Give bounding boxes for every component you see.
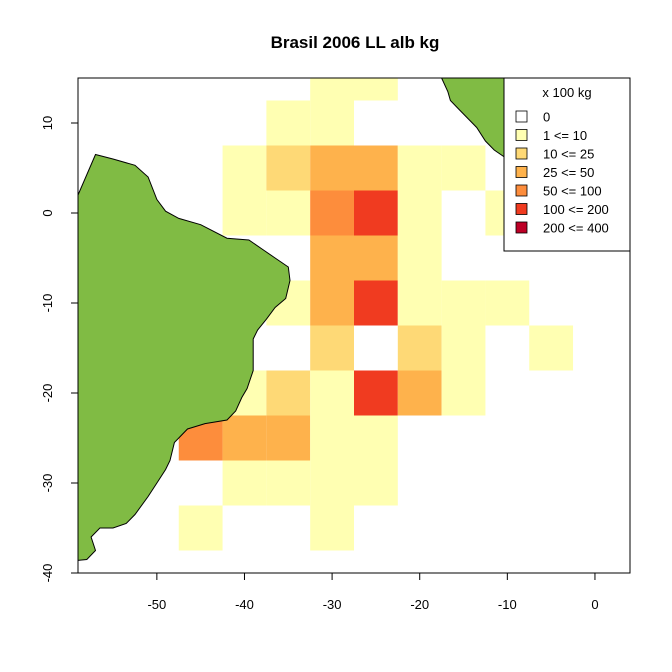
heatmap-cell xyxy=(397,190,442,236)
legend-label: 50 <= 100 xyxy=(543,184,602,199)
x-tick-label: -30 xyxy=(323,597,342,612)
x-tick-label: -10 xyxy=(498,597,517,612)
heatmap-cell xyxy=(310,370,354,416)
heatmap-cell xyxy=(397,280,442,326)
heatmap-cell xyxy=(441,370,486,416)
heatmap-cell xyxy=(354,415,398,461)
heatmap-cell xyxy=(397,235,442,281)
legend-swatch xyxy=(515,184,528,197)
heatmap-cell xyxy=(310,325,354,371)
heatmap-cell xyxy=(178,505,223,551)
heatmap-cell xyxy=(310,415,354,461)
heatmap-cell xyxy=(441,145,486,191)
x-tick-label: -50 xyxy=(147,597,166,612)
heatmap-cell xyxy=(310,460,354,506)
legend-swatch xyxy=(515,203,528,215)
heatmap-cell xyxy=(310,190,354,236)
heatmap-cell xyxy=(222,415,267,461)
legend-swatch xyxy=(515,166,528,178)
heatmap-cell xyxy=(266,100,311,146)
legend-label: 10 <= 25 xyxy=(543,147,594,162)
heatmap-cell xyxy=(397,325,442,371)
heatmap-cell xyxy=(222,190,267,236)
heatmap-cell xyxy=(310,235,354,281)
y-tick-label: -30 xyxy=(40,474,55,493)
legend-label: 200 <= 400 xyxy=(543,221,609,236)
x-tick-label: -20 xyxy=(410,597,429,612)
heatmap-cell xyxy=(354,190,398,236)
heatmap-cell xyxy=(222,145,267,191)
heatmap-cell xyxy=(266,415,311,461)
heatmap-cell xyxy=(266,190,311,236)
legend-label: 25 <= 50 xyxy=(543,165,594,180)
heatmap-cell xyxy=(529,325,574,371)
heatmap-cell xyxy=(310,145,354,191)
legend-title: x 100 kg xyxy=(542,85,591,100)
legend-swatch xyxy=(515,221,528,234)
y-axis: 10 0 -10 -20 -30 -40 xyxy=(40,116,79,583)
legend-swatch xyxy=(515,129,528,141)
chart-title: Brasil 2006 LL alb kg xyxy=(271,33,440,52)
x-axis: -50 -40 -30 -20 -10 0 xyxy=(147,572,599,612)
heatmap-cell xyxy=(354,370,398,416)
heatmap-cell xyxy=(354,460,398,506)
heatmap-cell xyxy=(354,235,398,281)
heatmap-cell xyxy=(485,280,530,326)
heatmap-cell xyxy=(310,280,354,326)
south-america-landmass xyxy=(78,153,291,561)
legend-label: 1 <= 10 xyxy=(543,128,587,143)
heatmap-cell xyxy=(397,145,442,191)
y-tick-label: -10 xyxy=(40,294,55,313)
heatmap-cell xyxy=(354,145,398,191)
y-tick-label: -20 xyxy=(40,384,55,403)
y-tick-label: 10 xyxy=(40,116,55,130)
y-tick-label: 0 xyxy=(40,209,55,216)
heatmap-cell xyxy=(310,505,354,551)
legend-label: 100 <= 200 xyxy=(543,202,609,217)
heatmap-cell xyxy=(266,460,311,506)
heatmap-cell xyxy=(354,78,398,101)
heatmap-cell xyxy=(441,280,486,326)
heatmap-cell xyxy=(310,78,354,101)
legend-label: 0 xyxy=(543,110,550,125)
x-tick-label: -40 xyxy=(235,597,254,612)
heatmap-cell xyxy=(441,325,486,371)
legend-swatch xyxy=(515,147,528,160)
y-tick-label: -40 xyxy=(40,564,55,583)
heatmap-cell xyxy=(266,370,311,416)
x-tick-label: 0 xyxy=(591,597,598,612)
legend-swatch xyxy=(515,110,528,123)
cell-layer xyxy=(178,78,574,551)
heatmap-cell xyxy=(354,280,398,326)
heatmap-cell xyxy=(397,370,442,416)
heatmap-cell xyxy=(266,145,311,191)
legend: x 100 kg 0 1 <= 10 10 <= 25 25 <= 50 50 <= 1… xyxy=(503,77,631,252)
heatmap-cell xyxy=(310,100,354,146)
heatmap-cell xyxy=(222,460,267,506)
